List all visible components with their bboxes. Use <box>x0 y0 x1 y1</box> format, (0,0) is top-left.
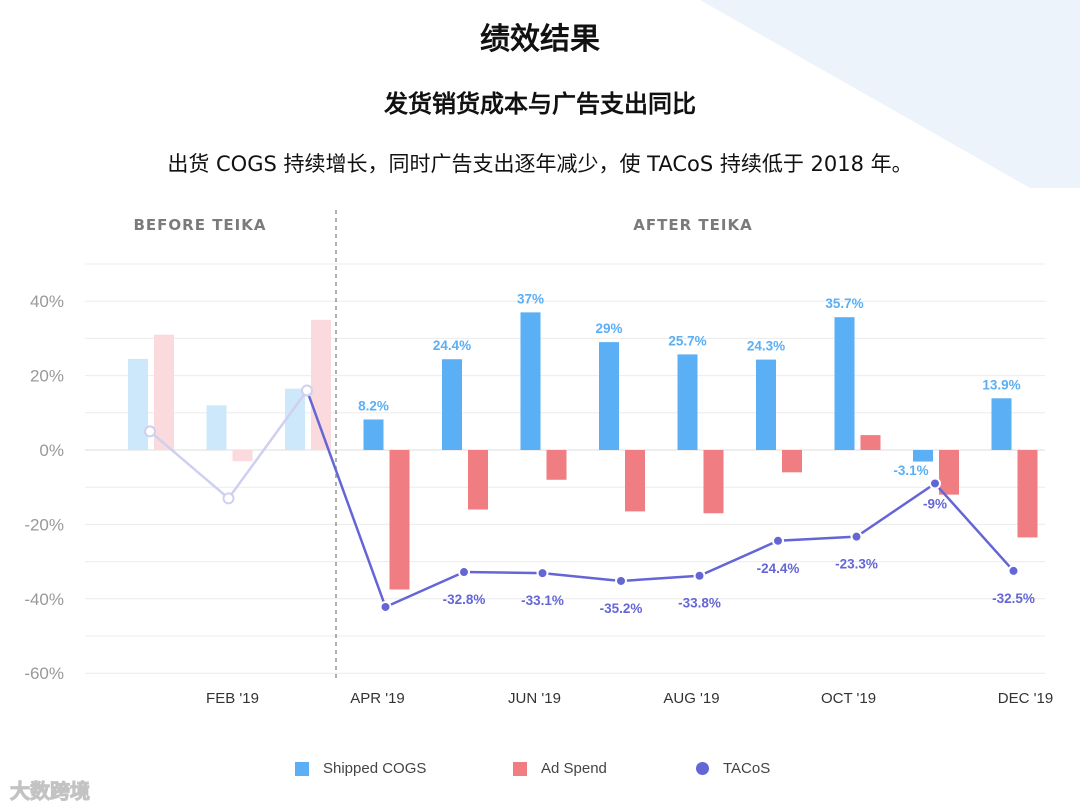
cogs-data-label: 24.4% <box>433 338 471 353</box>
legend-label-tacos: TACoS <box>723 760 771 777</box>
cogs-data-label: 37% <box>517 291 544 306</box>
cogs-bar <box>442 359 462 450</box>
cogs-bar <box>991 398 1012 450</box>
ad-spend-bar <box>546 450 567 480</box>
cogs-data-label: 29% <box>595 321 622 336</box>
chart-subtitle: 发货销货成本与广告支出同比 <box>384 90 696 118</box>
cogs-bar <box>206 405 227 450</box>
section-label-after: AFTER TEIKA <box>633 216 752 234</box>
cogs-bar <box>599 342 619 450</box>
cogs-bar <box>520 312 541 450</box>
tacos-data-label: -33.1% <box>521 593 564 608</box>
watermark: 大数跨境 <box>10 779 91 804</box>
tacos-data-label: -32.8% <box>443 592 486 607</box>
page-title: 绩效结果 <box>480 22 600 57</box>
y-tick-label: -60% <box>24 664 64 683</box>
ad-spend-bar <box>1017 450 1038 538</box>
y-tick-label: 0% <box>39 441 64 460</box>
tacos-point <box>379 600 392 613</box>
cogs-bar <box>128 358 148 450</box>
tacos-data-label: -23.3% <box>835 557 878 572</box>
cogs-bar <box>677 354 698 450</box>
tacos-data-label: -9% <box>923 496 947 511</box>
tacos-data-label: -35.2% <box>600 601 643 616</box>
tacos-point <box>536 567 549 580</box>
tacos-point <box>850 530 863 543</box>
section-label-before: BEFORE TEIKA <box>134 216 267 234</box>
ad-spend-bar <box>154 334 174 450</box>
cogs-data-label: -3.1% <box>893 463 928 478</box>
tacos-point <box>772 534 784 547</box>
cogs-data-label: 25.7% <box>668 333 706 348</box>
tacos-point <box>693 569 706 582</box>
tacos-line-transition <box>305 390 387 608</box>
ad-spend-bar <box>939 450 959 495</box>
x-tick-label: APR '19 <box>350 690 405 707</box>
legend-item-ad-spend: Ad Spend <box>513 760 607 777</box>
tacos-data-label: -32.5% <box>992 591 1035 606</box>
chart-legend: Shipped COGS Ad Spend TACoS <box>0 760 1080 790</box>
ad-spend-bar <box>468 450 488 510</box>
cogs-data-label: 35.7% <box>825 296 863 311</box>
tacos-point <box>458 566 470 579</box>
tacos-point <box>301 384 313 397</box>
x-tick-label: FEB '19 <box>206 690 259 707</box>
cogs-bar <box>756 359 776 450</box>
cogs-bar <box>363 419 384 450</box>
ad-spend-bar <box>625 450 645 512</box>
cogs-data-label: 8.2% <box>358 398 389 413</box>
tacos-point <box>615 574 627 587</box>
ad-spend-bar <box>232 450 253 462</box>
cogs-data-label: 24.3% <box>747 339 785 354</box>
legend-swatch-ad-spend <box>513 761 527 776</box>
x-tick-label: OCT '19 <box>821 690 876 707</box>
cogs-bar <box>913 450 933 462</box>
x-tick-label: JUN '19 <box>508 690 561 707</box>
y-tick-label: 20% <box>30 367 64 386</box>
background-wedge <box>700 0 1080 188</box>
legend-swatch-cogs <box>295 761 309 776</box>
tacos-point <box>929 477 941 490</box>
y-tick-label: -40% <box>24 590 64 609</box>
legend-item-cogs: Shipped COGS <box>295 760 426 777</box>
cogs-data-label: 13.9% <box>982 377 1020 392</box>
tacos-point <box>222 492 235 505</box>
ad-spend-bar <box>860 435 881 450</box>
y-tick-label: -20% <box>24 515 64 534</box>
tacos-point <box>144 425 156 438</box>
tacos-data-label: -24.4% <box>757 561 800 576</box>
legend-dot-tacos <box>696 762 709 775</box>
cogs-bar <box>834 317 855 450</box>
ad-spend-bar <box>389 450 410 590</box>
tacos-point <box>1007 564 1020 577</box>
performance-chart: 40% 20% 0% -20% -40% -60% BEFORE TEIKA AFTER TE… <box>24 210 1053 707</box>
tacos-data-label: -33.8% <box>678 596 721 611</box>
ad-spend-bar <box>703 450 724 514</box>
ad-spend-bar <box>782 450 802 473</box>
legend-item-tacos: TACoS <box>696 760 770 777</box>
legend-label-ad-spend: Ad Spend <box>541 760 607 777</box>
y-tick-label: 40% <box>30 292 64 311</box>
x-tick-label: AUG '19 <box>663 690 719 707</box>
legend-label-cogs: Shipped COGS <box>323 760 427 777</box>
cogs-bar <box>285 388 305 450</box>
chart-description: 出货 COGS 持续增长，同时广告支出逐年减少，使 TACoS 持续低于 201… <box>167 152 913 176</box>
x-tick-label: DEC '19 <box>998 690 1053 707</box>
